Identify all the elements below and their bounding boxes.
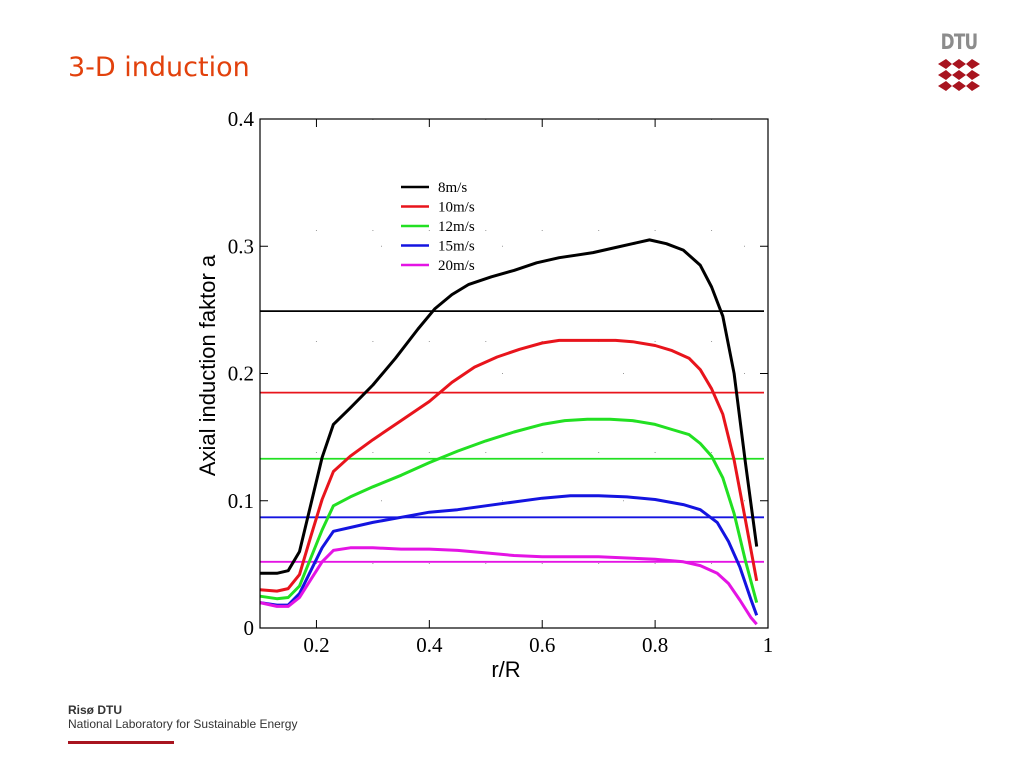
grid bbox=[260, 119, 769, 628]
series-line-10m-s bbox=[259, 338, 759, 593]
legend-label: 8m/s bbox=[438, 180, 467, 196]
series-lines bbox=[259, 238, 759, 626]
legend-label: 10m/s bbox=[438, 200, 475, 216]
legend-label: 20m/s bbox=[438, 258, 475, 274]
x-tick-label: 0.4 bbox=[416, 633, 443, 657]
footer-org: Risø DTU bbox=[68, 703, 122, 717]
x-tick-label: 0.8 bbox=[642, 633, 668, 657]
dtu-logo: DTU bbox=[936, 30, 982, 94]
x-tick-label: 0.2 bbox=[303, 633, 329, 657]
series-line-15m-s bbox=[259, 494, 759, 616]
ticks: 0.2 0.4 0.6 0.8 1 0 0.1 0.2 0.3 0.4 bbox=[228, 107, 774, 657]
footer: Risø DTU National Laboratory for Sustain… bbox=[68, 703, 297, 732]
dtu-emblem-icon bbox=[938, 59, 980, 91]
y-tick-label: 0.4 bbox=[228, 107, 255, 131]
constant-lines bbox=[260, 310, 764, 563]
x-tick-label: 1 bbox=[763, 633, 774, 657]
legend: 8m/s 10m/s 12m/s 15m/s 20m/s bbox=[401, 180, 475, 274]
series-line-8m-s bbox=[260, 238, 759, 575]
series-line-12m-s bbox=[259, 417, 759, 603]
plot-frame bbox=[259, 118, 769, 629]
legend-label: 12m/s bbox=[438, 219, 475, 235]
y-tick-label: 0.1 bbox=[228, 489, 254, 513]
logo-text: DTU bbox=[940, 30, 978, 54]
page-title: 3-D induction bbox=[68, 52, 250, 83]
y-tick-label: 0.2 bbox=[228, 362, 254, 386]
y-tick-label: 0 bbox=[244, 616, 255, 640]
footer-rule bbox=[68, 741, 174, 744]
series-line-20m-s bbox=[259, 546, 758, 626]
x-axis-label: r/R bbox=[491, 657, 520, 680]
x-tick-label: 0.6 bbox=[529, 633, 555, 657]
legend-label: 15m/s bbox=[438, 239, 475, 255]
y-axis-label: Axial induction faktor a bbox=[195, 254, 220, 476]
induction-chart: 0.2 0.4 0.6 0.8 1 0 0.1 0.2 0.3 0.4 8m/s 10m/s 12m/… bbox=[195, 107, 774, 680]
footer-subtitle: National Laboratory for Sustainable Ener… bbox=[68, 717, 298, 731]
y-tick-label: 0.3 bbox=[228, 234, 254, 258]
